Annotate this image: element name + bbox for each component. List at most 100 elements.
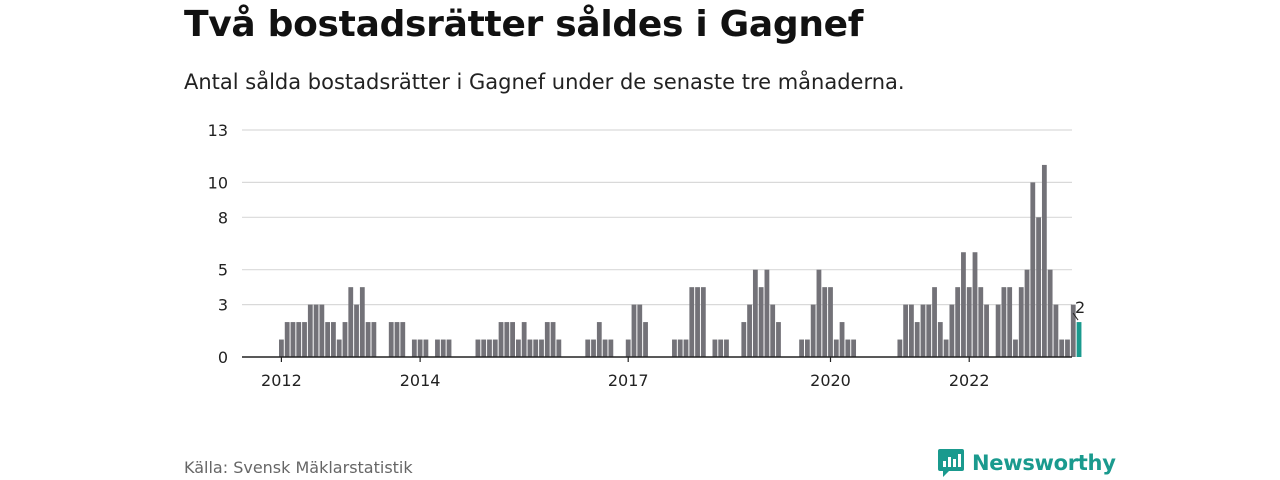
bar (909, 304, 914, 357)
bar (700, 287, 706, 357)
bar (799, 339, 804, 357)
bar (718, 339, 724, 357)
bar (359, 287, 365, 357)
bar (914, 322, 920, 357)
bar (995, 304, 1001, 357)
bar (984, 304, 989, 357)
bar (539, 339, 544, 357)
bar (966, 287, 972, 357)
bar (550, 322, 556, 357)
bar (521, 322, 527, 357)
bar (758, 287, 764, 357)
bar (810, 304, 816, 357)
bar (1065, 339, 1070, 357)
bar (897, 339, 903, 357)
bar (695, 287, 700, 357)
bar (833, 339, 839, 357)
bar (961, 252, 966, 357)
bar (556, 339, 562, 357)
bar (435, 339, 440, 357)
x-tick-label: 2014 (400, 371, 441, 390)
bar (498, 322, 504, 357)
bar (342, 322, 348, 357)
chart-subtitle: Antal sålda bostadsrätter i Gagnef under… (184, 70, 905, 94)
bar (937, 322, 943, 357)
brand-logo[interactable]: Newsworthy (937, 448, 1116, 478)
bar (770, 304, 776, 357)
bar (348, 287, 354, 357)
bar (1007, 287, 1013, 357)
bar (776, 322, 781, 357)
bar (712, 339, 718, 357)
bar (672, 339, 677, 357)
brand-name: Newsworthy (972, 451, 1116, 475)
bar (394, 322, 400, 357)
bar (533, 339, 539, 357)
bar (1041, 164, 1047, 357)
bar (677, 339, 683, 357)
source-note: Källa: Svensk Mäklarstatistik (184, 458, 413, 477)
bar (1070, 304, 1076, 357)
bar (972, 252, 978, 357)
bar (926, 304, 932, 357)
bar (319, 304, 325, 357)
y-tick-label: 5 (218, 261, 228, 280)
chart-title: Två bostadsrätter såldes i Gagnef (184, 4, 864, 45)
data-label-latest: 2 (1075, 298, 1085, 317)
bar (1053, 304, 1059, 357)
bar (764, 269, 770, 357)
bar (949, 304, 955, 357)
bar (741, 322, 747, 357)
bar (1059, 339, 1065, 357)
data-label-leader (1072, 312, 1079, 321)
x-tick-label: 2022 (949, 371, 990, 390)
x-tick-label: 2020 (810, 371, 851, 390)
newsworthy-logo-icon (938, 449, 964, 477)
bar (752, 269, 758, 357)
x-tick-label: 2017 (608, 371, 649, 390)
bar (336, 339, 342, 357)
bar (440, 339, 446, 357)
bar (602, 339, 608, 357)
bar (302, 322, 307, 357)
bar (504, 322, 510, 357)
bar (689, 287, 695, 357)
bar (487, 339, 492, 357)
bar (1018, 287, 1024, 357)
bar (1036, 217, 1041, 357)
bar (608, 339, 614, 357)
bar (365, 322, 371, 357)
bar (839, 322, 845, 357)
bar (585, 339, 591, 357)
bar (943, 339, 949, 357)
bar (816, 269, 822, 357)
bar (290, 322, 296, 357)
bar (544, 322, 550, 357)
bar (828, 287, 833, 357)
bar (631, 304, 637, 357)
bar (475, 339, 481, 357)
bar (411, 339, 417, 357)
bar (371, 322, 377, 357)
bar-latest (1076, 322, 1082, 357)
bar (1024, 269, 1030, 357)
bar (955, 287, 961, 357)
bar (527, 339, 533, 357)
bar (932, 287, 937, 357)
bar (596, 322, 602, 357)
bar (851, 339, 857, 357)
bar (284, 322, 290, 357)
bar (1001, 287, 1007, 357)
bar (1047, 269, 1053, 357)
bar (978, 287, 984, 357)
bar (307, 304, 313, 357)
bar (637, 304, 643, 357)
bar (920, 304, 926, 357)
bar (325, 322, 331, 357)
bar (845, 339, 851, 357)
bar (296, 322, 302, 357)
bar (510, 322, 515, 357)
y-tick-label: 0 (218, 348, 228, 367)
bar (279, 339, 284, 357)
